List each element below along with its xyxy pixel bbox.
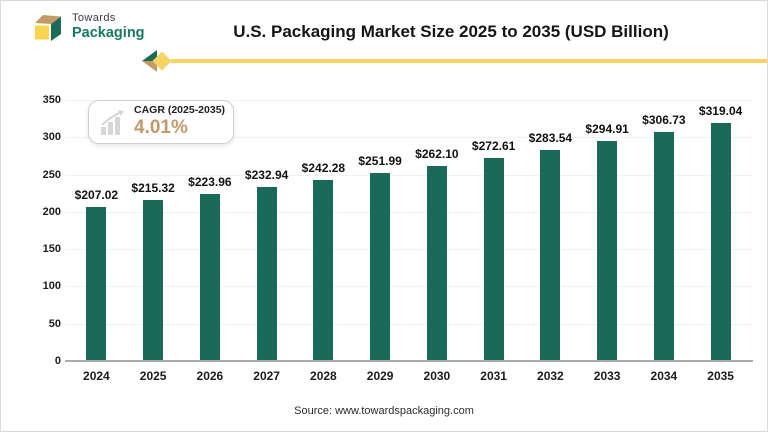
bar-slot: $283.54 [522, 100, 579, 361]
bar-value-label: $262.10 [415, 147, 459, 161]
y-axis-tick-label: 0 [54, 355, 61, 367]
bar-value-label: $283.54 [528, 131, 573, 145]
bar [143, 200, 164, 361]
y-axis-tick-label: 150 [42, 243, 61, 256]
bar-value-label: $272.61 [471, 139, 516, 153]
x-axis-tick-label: 2026 [196, 369, 224, 383]
bar-slot: $272.61 [465, 100, 522, 361]
x-axis-tick-label: 2033 [593, 369, 621, 383]
bar-slot: $207.02 [68, 100, 125, 361]
bar-value-label: $294.91 [585, 122, 629, 136]
x-axis-tick-label: 2024 [83, 369, 110, 383]
growth-chart-icon [101, 109, 124, 135]
bar [540, 150, 561, 361]
cagr-badge: CAGR (2025-2035) 4.01% [88, 100, 234, 144]
bar [426, 166, 447, 361]
bar [199, 194, 220, 361]
divider-line [171, 59, 767, 63]
logo-word-towards: Towards [72, 12, 116, 25]
cagr-text: CAGR (2025-2035) 4.01% [134, 104, 226, 139]
bar-slot: $242.28 [295, 100, 352, 361]
y-axis-tick-label: 50 [48, 317, 61, 330]
x-axis-tick-label: 2029 [366, 369, 394, 383]
y-axis-tick-label: 250 [42, 168, 61, 181]
chart-title: U.S. Packaging Market Size 2025 to 2035 … [233, 22, 669, 41]
bar-slot: $251.99 [352, 100, 409, 361]
x-axis-tick-label: 2027 [253, 369, 280, 383]
bar-slot: $319.04 [692, 100, 749, 361]
cube-logo-icon [35, 15, 61, 41]
x-axis-labels: 2024 2025 2026 2027 2028 2029 2030 2031 2032 2033… [68, 369, 749, 383]
bar [597, 141, 618, 361]
bar-value-label: $306.73 [642, 113, 686, 127]
bar-value-label: $251.99 [358, 154, 402, 168]
bar [483, 158, 504, 361]
bar-value-label: $319.04 [698, 104, 743, 118]
bar [370, 173, 391, 361]
bar [653, 132, 674, 361]
x-axis-tick-label: 2035 [707, 369, 734, 383]
bar-slot: $306.73 [636, 100, 693, 361]
x-axis-tick-label: 2028 [310, 369, 337, 383]
brand-logo: Towards Packaging [31, 10, 145, 43]
cagr-value: 4.01% [134, 117, 188, 139]
bar-value-label: $232.94 [244, 168, 289, 182]
bar-slot: $294.91 [579, 100, 636, 361]
bar-slot: $223.96 [182, 100, 239, 361]
bar [86, 207, 107, 361]
y-axis-tick-label: 100 [42, 280, 61, 293]
plot-area: $207.02 $215.32 $223.96 $232.94 $242.28 $251.… [68, 100, 749, 361]
y-axis-tick-label: 300 [42, 131, 61, 144]
x-axis-tick-label: 2030 [423, 369, 451, 383]
x-axis-tick-label: 2025 [139, 369, 167, 383]
x-axis-tick-label: 2031 [480, 369, 507, 383]
divider-arrow-icon [142, 50, 172, 72]
x-axis-tick-label: 2032 [537, 369, 564, 383]
bar [710, 123, 731, 361]
source-text: Source: www.towardspackaging.com [294, 405, 474, 417]
bar-value-label: $207.02 [74, 188, 119, 202]
x-axis-line [65, 360, 753, 362]
cagr-label: CAGR (2025-2035) [134, 104, 226, 117]
y-axis-tick-label: 200 [42, 205, 61, 218]
bar-value-label: $215.32 [131, 181, 175, 195]
bar-value-label: $242.28 [301, 161, 346, 175]
bar-slot: $232.94 [238, 100, 295, 361]
y-axis-tick-label: 350 [42, 94, 61, 106]
logo-word-packaging: Packaging [72, 24, 145, 41]
x-axis-tick-label: 2034 [650, 369, 678, 383]
bar-slot: $262.10 [409, 100, 466, 361]
logo-wordmark: Towards Packaging [72, 12, 145, 41]
bar-value-label: $223.96 [188, 175, 232, 189]
bar [313, 180, 334, 361]
bar [256, 187, 277, 361]
bar-slot: $215.32 [125, 100, 182, 361]
